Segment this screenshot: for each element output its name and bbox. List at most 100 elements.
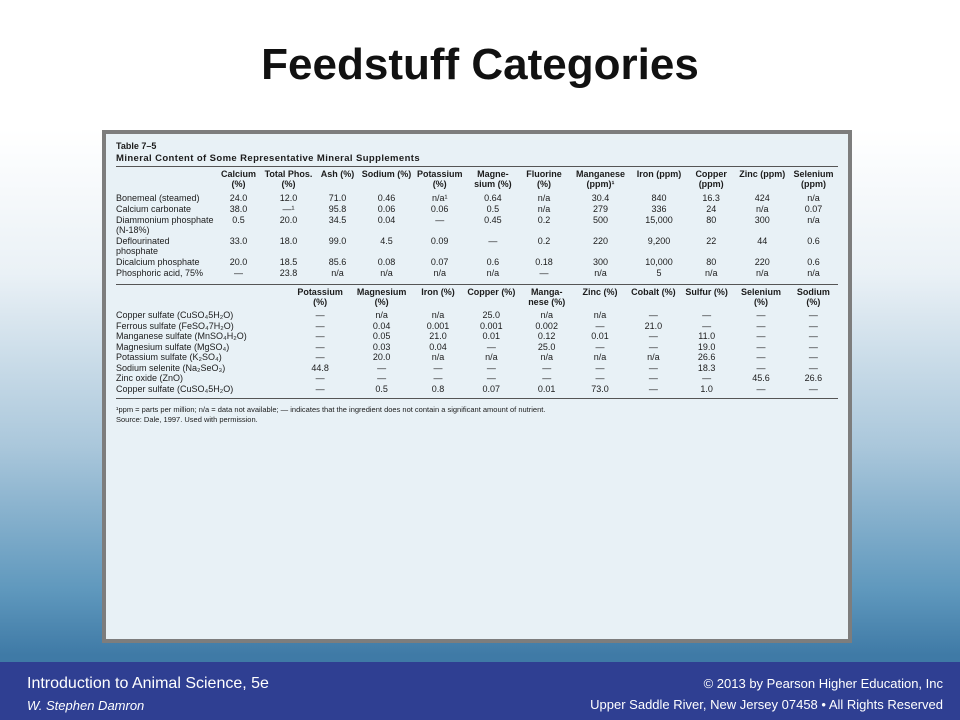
row-label: Phosphoric acid, 75% — [116, 268, 204, 278]
table-cell: 300 — [754, 215, 770, 225]
table-part2: Potassium (%) Magnesium (%) Iron (%) Copper… — [116, 285, 838, 394]
table-cell: n/a — [431, 352, 445, 362]
table-cell: — — [756, 341, 766, 352]
table-cell: n/a — [331, 268, 344, 278]
table-cell: 0.06 — [377, 204, 396, 214]
table-mid-rule — [116, 284, 838, 285]
table-footnote: ¹ppm = parts per million; n/a = data not… — [116, 405, 546, 414]
table-cell: 4.5 — [380, 236, 393, 246]
table-row: Phosphoric acid, 75% — 23.8 n/a n/a n/a n/a — n/… — [116, 267, 838, 278]
table-cell: — — [377, 373, 387, 383]
column-header: Sodium (%) — [796, 287, 830, 307]
table-cell: 21.0 — [644, 320, 663, 331]
table-cell: — — [595, 362, 605, 373]
column-header: Potassium (%) — [416, 169, 463, 189]
table-cell: 73.0 — [591, 383, 609, 394]
table-cell: 22 — [706, 236, 717, 246]
column-header: Manganese (ppm)¹ — [575, 169, 625, 189]
table-row: Calcium carbonate 38.0 —¹ 95.8 0.06 0.06 0.5 n/… — [116, 203, 838, 214]
table-cell: n/a — [540, 310, 553, 320]
table-cell: — — [486, 341, 496, 352]
table-cell: 0.46 — [377, 193, 396, 203]
table-cell: 279 — [592, 204, 608, 214]
table-row: Diammonium phosphate (N-18%) 0.5 20.0 34.5 0… — [116, 214, 838, 235]
table-cell: — — [542, 362, 552, 373]
row-label: Manganese sulfate (MnSO₄H₂O) — [116, 331, 247, 341]
column-header: Cobalt (%) — [631, 287, 676, 297]
table-cell: 0.6 — [807, 236, 820, 246]
table-part2-header-row: Potassium (%) Magnesium (%) Iron (%) Copper… — [116, 285, 838, 310]
table-cell: 0.05 — [372, 331, 391, 341]
column-header: Fluorine (%) — [526, 169, 562, 189]
table-part2-body: Copper sulfate (CuSO₄5H₂O) — n/a n/a 25.0 n/a… — [116, 310, 838, 394]
row-label: Diammonium phosphate (N-18%) — [116, 215, 214, 235]
column-header — [116, 285, 290, 310]
table-cell: 85.6 — [328, 257, 347, 267]
table-cell: 0.64 — [484, 193, 502, 203]
row-label: Deflourinated phosphate — [116, 236, 170, 256]
table-row: Copper sulfate (CuSO₄5H₂O) — 0.5 0.8 0.07 0.0… — [116, 384, 838, 395]
footer-author: W. Stephen Damron — [27, 698, 145, 713]
column-header: Magne- sium (%) — [474, 169, 512, 189]
table-row: Dicalcium phosphate 20.0 18.5 85.6 0.08 0.07 0… — [116, 256, 838, 267]
table-cell: — — [315, 310, 325, 320]
table-cell: — — [315, 341, 325, 352]
table-cell: n/a — [807, 193, 820, 203]
table-cell: — — [488, 236, 498, 246]
table-cell: n/a — [537, 204, 551, 214]
table-cell: 0.12 — [537, 331, 556, 341]
table-cell: 26.6 — [697, 352, 716, 362]
table-cell: 44 — [757, 236, 768, 246]
table-cell: n/a — [807, 268, 820, 278]
table-cell: n/a — [704, 268, 718, 278]
table-cell: — — [315, 352, 325, 362]
table-cell: 71.0 — [328, 193, 347, 203]
table-cell: 0.08 — [377, 257, 396, 267]
table-cell: — — [435, 215, 445, 225]
table-part1: Calcium (%) Total Phos. (%) Ash (%) Sodium … — [116, 167, 838, 278]
table-cell: — — [756, 352, 766, 362]
table-cell: 0.6 — [486, 257, 500, 267]
table-cell: 0.07 — [804, 204, 823, 214]
table-cell: 44.8 — [311, 362, 329, 373]
table-row: Ferrous sulfate (FeSO₄7H₂O) — 0.04 0.001 0.0… — [116, 321, 838, 332]
table-cell: n/a — [593, 352, 607, 362]
table-part1-body: Bonemeal (steamed) 24.0 12.0 71.0 0.46 n/a¹ 0.… — [116, 192, 838, 278]
table-cell: 0.18 — [535, 257, 553, 267]
column-header: Magnesium (%) — [356, 287, 407, 307]
table-cell: 24 — [706, 204, 717, 214]
table-cell: n/a — [433, 268, 446, 278]
table-cell: 20.0 — [372, 352, 391, 362]
table-cell: 18.3 — [697, 362, 716, 373]
table-cell: n/a — [540, 352, 553, 362]
table-cell: 0.2 — [537, 215, 551, 225]
slide-title: Feedstuff Categories — [261, 40, 699, 89]
table-row: Bonemeal (steamed) 24.0 12.0 71.0 0.46 n/a¹ 0.… — [116, 192, 838, 203]
table-cell: 0.03 — [372, 341, 391, 352]
table-cell: n/a — [756, 268, 769, 278]
table-cell: n/a — [756, 204, 769, 214]
column-header: Copper (%) — [467, 287, 516, 297]
table-cell: 26.6 — [804, 373, 823, 383]
row-label: Magnesium sulfate (MgSO₄) — [116, 341, 230, 352]
column-header: Copper (ppm) — [695, 169, 727, 189]
table-cell: — — [595, 320, 605, 331]
table-cell: 0.001 — [480, 320, 503, 331]
table-cell: 21.0 — [429, 331, 447, 341]
table-cell: n/a — [807, 215, 820, 225]
row-label: Sodium selenite (Na₂SeO₃) — [116, 362, 226, 373]
table-cell: 10,000 — [645, 257, 673, 267]
table-cell: 99.0 — [328, 236, 347, 246]
table-cell: — — [486, 373, 496, 383]
table-cell: — — [595, 341, 605, 352]
table-cell: — — [808, 331, 818, 341]
footer-book-title: Introduction to Animal Science, 5e — [27, 675, 269, 692]
table-cell: — — [756, 310, 766, 320]
table-cell: — — [433, 373, 443, 383]
table-cell: 0.01 — [482, 331, 501, 341]
row-label: Copper sulfate (CuSO₄5H₂O) — [116, 383, 234, 394]
table-cell: — — [808, 320, 818, 331]
table-cell: 0.8 — [431, 383, 445, 394]
table-cell: — — [648, 383, 658, 394]
table-cell: 25.0 — [537, 341, 556, 352]
